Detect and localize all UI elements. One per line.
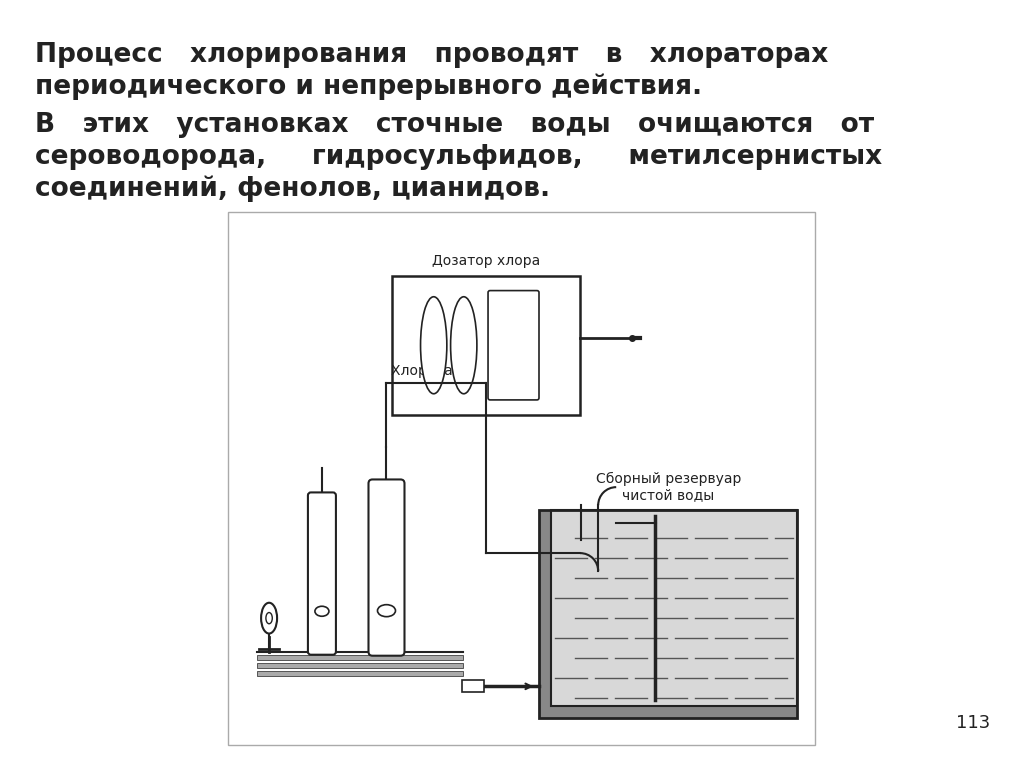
Bar xyxy=(392,276,581,414)
Text: Дозатор хлора: Дозатор хлора xyxy=(432,254,541,268)
Bar xyxy=(257,670,463,676)
Bar xyxy=(539,511,798,719)
Ellipse shape xyxy=(261,603,278,634)
Text: периодического и непрерывного действия.: периодического и непрерывного действия. xyxy=(35,74,702,100)
Bar xyxy=(539,706,798,719)
Bar xyxy=(257,655,463,660)
FancyBboxPatch shape xyxy=(308,492,336,655)
Bar xyxy=(257,663,463,668)
FancyBboxPatch shape xyxy=(369,479,404,656)
Text: В   этих   установках   сточные   воды   очищаются   от: В этих установках сточные воды очищаются… xyxy=(35,112,874,138)
Ellipse shape xyxy=(421,297,446,393)
Text: соединений, фенолов, цианидов.: соединений, фенолов, цианидов. xyxy=(35,176,550,202)
Bar xyxy=(539,511,551,719)
Text: 113: 113 xyxy=(955,714,990,732)
Text: Процесс   хлорирования   проводят   в   хлораторах: Процесс хлорирования проводят в хлоратор… xyxy=(35,42,828,68)
Bar xyxy=(551,511,798,706)
Ellipse shape xyxy=(266,613,272,624)
Bar xyxy=(228,212,815,745)
Text: Хлор (газ): Хлор (газ) xyxy=(391,364,466,377)
FancyBboxPatch shape xyxy=(488,291,539,400)
Bar xyxy=(462,680,484,693)
Ellipse shape xyxy=(378,604,395,617)
Ellipse shape xyxy=(315,606,329,616)
Text: сероводорода,     гидросульфидов,     метилсернистых: сероводорода, гидросульфидов, метилсерни… xyxy=(35,144,882,170)
Ellipse shape xyxy=(451,297,477,393)
Text: Сборный резервуар
чистой воды: Сборный резервуар чистой воды xyxy=(596,472,741,502)
